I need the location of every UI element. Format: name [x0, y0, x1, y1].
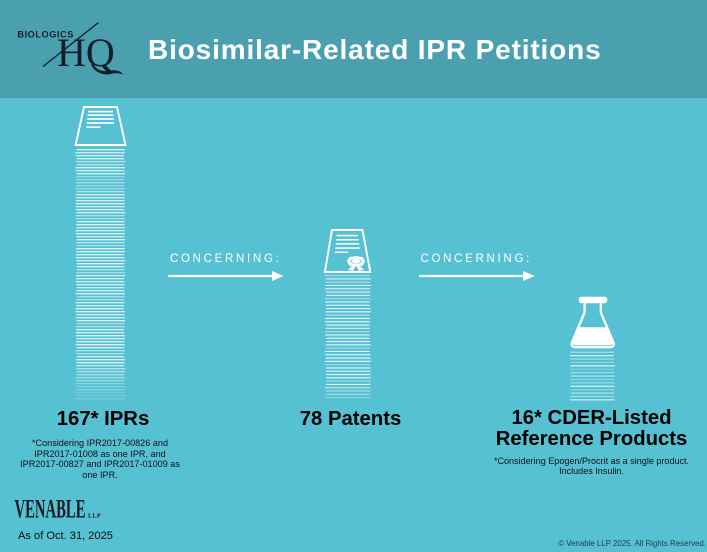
- svg-text:LLP: LLP: [88, 513, 101, 520]
- svg-text:VENABLE: VENABLE: [15, 495, 86, 524]
- svg-text:HQ: HQ: [57, 30, 115, 75]
- svg-text:BIOLOGICS: BIOLOGICS: [17, 30, 74, 40]
